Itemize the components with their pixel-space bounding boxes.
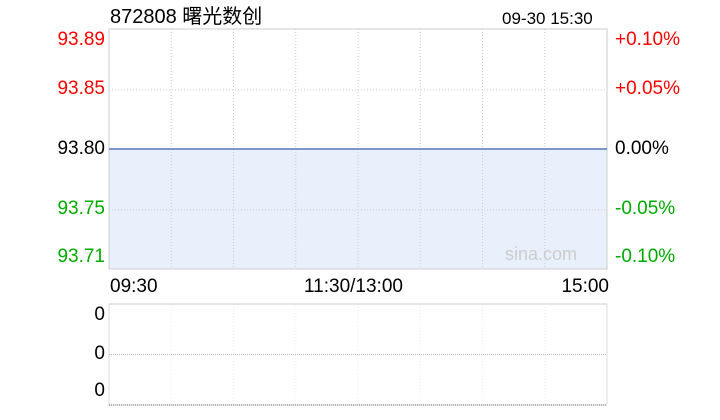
- y-tick-right: -0.10%: [615, 246, 676, 267]
- watermark: sina.com: [505, 244, 578, 264]
- y-tick-right: +0.05%: [615, 78, 680, 99]
- x-tick: 11:30/13:00: [304, 276, 403, 297]
- y-tick-right: +0.10%: [615, 29, 680, 50]
- x-tick: 09:30: [110, 276, 158, 297]
- y-tick-right: 0.00%: [615, 138, 669, 159]
- volume-y-tick: 0: [94, 304, 105, 325]
- y-tick-left: 93.75: [57, 198, 105, 219]
- datetime: 09-30 15:30: [502, 9, 593, 28]
- y-tick-left: 93.71: [57, 246, 105, 267]
- y-tick-left: 93.85: [57, 78, 105, 99]
- chart-title: 872808 曙光数创: [110, 6, 263, 28]
- volume-y-tick: 0: [94, 380, 105, 401]
- y-tick-right: -0.05%: [615, 198, 676, 219]
- x-tick: 15:00: [561, 276, 609, 297]
- volume-y-tick: 0: [94, 343, 105, 364]
- y-tick-left: 93.89: [57, 29, 105, 50]
- y-tick-left: 93.80: [57, 138, 105, 159]
